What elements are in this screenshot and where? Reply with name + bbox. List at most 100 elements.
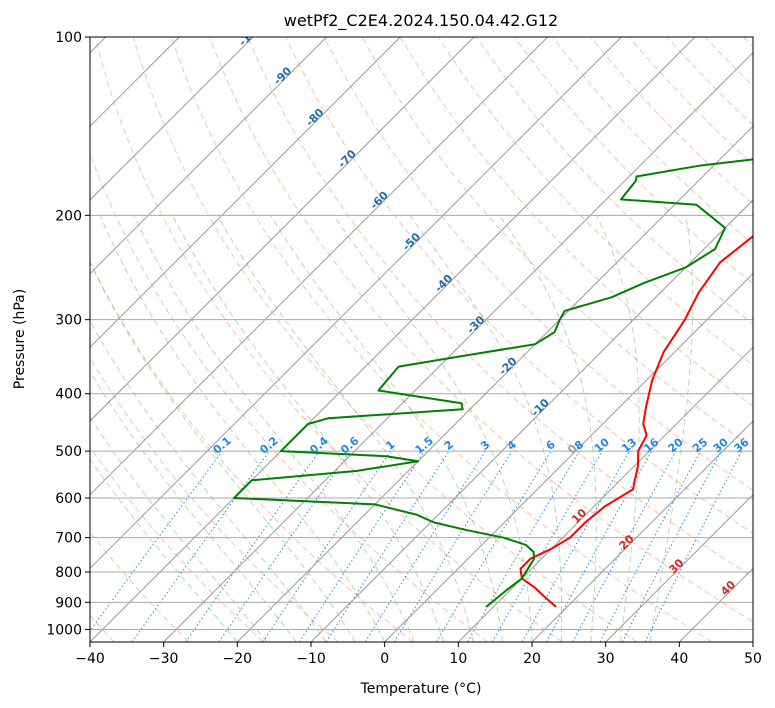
- mixing-ratio-label: 1.5: [413, 434, 436, 456]
- dry-adiabat-line: [132, 37, 638, 642]
- mixing-ratio-label: 20: [666, 435, 686, 455]
- moist-adiabat-line: [99, 215, 386, 642]
- isotherm-line: [90, 37, 401, 349]
- x-tick-label: 20: [523, 651, 541, 667]
- isotherm-line: [90, 37, 549, 496]
- isotherm-label: -20: [496, 354, 519, 377]
- mixing-ratio-label: 30: [711, 435, 731, 455]
- dry-adiabat-line: [90, 531, 190, 642]
- mixing-ratio-line: [131, 450, 270, 642]
- dry-adiabat-line: [90, 152, 488, 642]
- dry-adiabat-line: [743, 37, 753, 48]
- mixing-ratio-line: [435, 450, 552, 642]
- moist-adiabat-line: [90, 416, 268, 642]
- moist-adiabat-line: [649, 215, 694, 642]
- mixing-ratio-line: [393, 450, 513, 642]
- isotherm-line: [90, 37, 475, 422]
- isotherm-label: -30: [464, 313, 487, 336]
- y-tick-label: 500: [55, 444, 82, 460]
- mixing-ratio-line: [262, 450, 392, 642]
- isotherm-line: [384, 272, 753, 642]
- chart-title: wetPf2_C2E4.2024.150.04.42.G12: [284, 11, 558, 31]
- y-axis-label: Pressure (hPa): [12, 289, 28, 389]
- dry-adiabat-line: [437, 37, 753, 366]
- x-tick-label: 40: [670, 651, 688, 667]
- x-tick-label: 10: [449, 651, 467, 667]
- mixing-ratio-line: [90, 450, 223, 632]
- dry-adiabat-line: [94, 37, 563, 642]
- dry-adiabat-line: [90, 356, 339, 642]
- dry-adiabat-line: [476, 37, 753, 325]
- moist-adiabat-line: [133, 215, 415, 642]
- y-tick-label: 200: [55, 208, 82, 224]
- y-tick-label: 1000: [46, 622, 82, 638]
- mixing-ratio-line: [599, 450, 701, 642]
- isotherm-line: [531, 420, 753, 642]
- x-tick-label: 30: [597, 651, 615, 667]
- dry-adiabat-line: [399, 37, 753, 407]
- x-tick-label: −20: [223, 651, 253, 667]
- isotherm-line: [605, 493, 753, 642]
- isotherm-label: -50: [400, 230, 423, 253]
- moist-adiabat-line: [90, 370, 297, 642]
- dry-adiabat-line: [704, 37, 753, 87]
- dry-adiabat-line: [552, 37, 753, 245]
- isotherm-line: [90, 37, 696, 642]
- y-tick-label: 900: [55, 595, 82, 611]
- moist-adiabat-line: [596, 215, 640, 642]
- y-tick-label: 600: [55, 491, 82, 507]
- dry-adiabat-line: [90, 446, 264, 642]
- x-tick-label: −10: [296, 651, 326, 667]
- dry-adiabat-line: [514, 37, 753, 285]
- isotherm-line: [752, 641, 753, 642]
- isotherm-line: [163, 51, 753, 642]
- y-tick-label: 100: [55, 30, 82, 46]
- mixing-ratio-line: [185, 450, 320, 642]
- mixing-ratio-line: [325, 450, 450, 642]
- moist-adiabat-line: [90, 319, 327, 642]
- mixing-ratio-line: [572, 450, 677, 642]
- isotherm-label: -40: [432, 271, 455, 294]
- dry-adiabat-label: 10: [569, 506, 589, 526]
- mixing-ratio-line: [364, 450, 486, 642]
- y-tick-label: 400: [55, 387, 82, 403]
- mixing-ratio-label: 10: [592, 435, 612, 455]
- moist-adiabat-line: [90, 260, 356, 642]
- isotherm-line: [90, 37, 622, 570]
- isotherm-line: [90, 37, 254, 201]
- isotherm-label: -70: [335, 147, 358, 170]
- plot-frame: [89, 36, 754, 643]
- profile-lines: [233, 158, 753, 608]
- y-tick-label: 700: [55, 531, 82, 547]
- x-tick-label: 50: [744, 651, 762, 667]
- dewpoint-line: [233, 158, 753, 608]
- mixing-ratio-label: 0.1: [211, 434, 234, 456]
- mixing-ratio-label: 6: [544, 438, 558, 453]
- mixing-ratio-label: 25: [690, 436, 710, 456]
- x-axis-label: Temperature (°C): [360, 681, 482, 697]
- plot-background-lines: [90, 37, 753, 642]
- isotherm-line: [678, 567, 753, 642]
- moist-adiabat-line: [90, 458, 238, 642]
- y-tick-label: 300: [55, 313, 82, 329]
- dry-adiabat-label: 30: [666, 556, 686, 576]
- dry-adiabat-line: [247, 37, 753, 578]
- moist-adiabat-line: [409, 215, 563, 642]
- dry-adiabat-line: [209, 37, 753, 623]
- isotherm-label: -90: [271, 64, 294, 87]
- dry-adiabat-line: [590, 37, 753, 205]
- moist-adiabat-line: [172, 215, 445, 642]
- mixing-ratio-label: 36: [732, 435, 752, 455]
- dry-adiabat-label: 40: [718, 578, 738, 598]
- isotherm-label: -60: [368, 189, 391, 212]
- x-tick-label: −40: [75, 651, 105, 667]
- dry-adiabat-line: [323, 37, 753, 491]
- mixing-ratio-label: 0.2: [257, 434, 280, 456]
- mixing-ratio-line: [298, 450, 425, 642]
- dry-adiabat-label: 20: [617, 532, 637, 552]
- dry-adiabat-line: [666, 37, 753, 126]
- moist-adiabat-line: [333, 215, 533, 642]
- mixing-ratio-line: [467, 450, 580, 642]
- isotherm-label: -10: [529, 396, 552, 419]
